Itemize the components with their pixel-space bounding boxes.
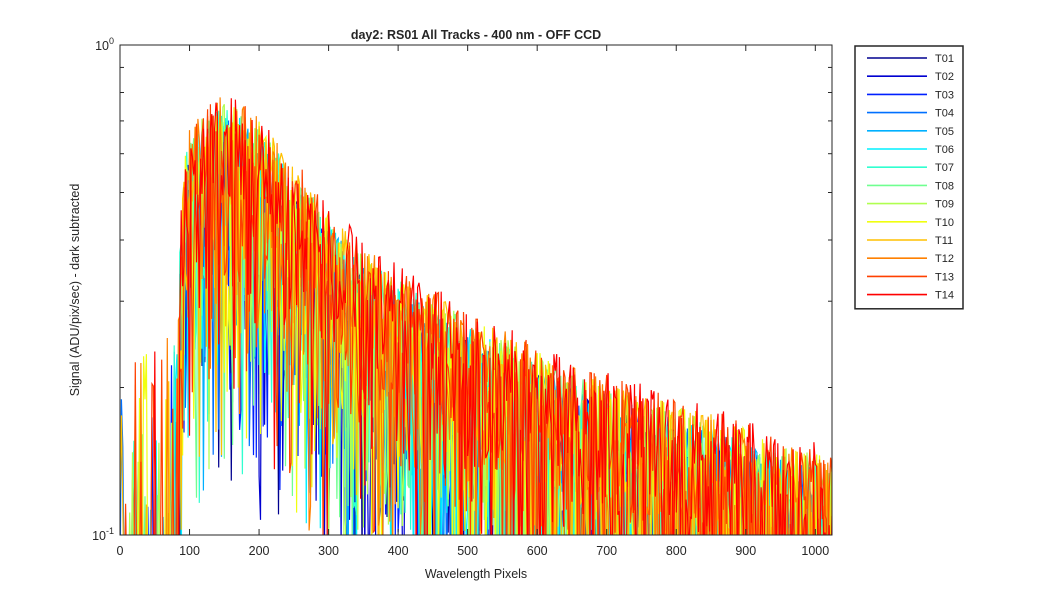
x-tick-label: 0 xyxy=(117,544,124,558)
legend-label-T05: T05 xyxy=(935,126,954,138)
x-tick-label: 100 xyxy=(179,544,200,558)
legend-label-T13: T13 xyxy=(935,271,954,283)
legend-label-T09: T09 xyxy=(935,199,954,211)
legend-label-T03: T03 xyxy=(935,89,954,101)
legend-label-T04: T04 xyxy=(935,108,954,120)
x-tick-label: 500 xyxy=(457,544,478,558)
x-tick-label: 900 xyxy=(735,544,756,558)
axes: 0 100 200 300 400 500 600 700 800 900 1000 100 10-1 xyxy=(92,36,833,558)
legend-label-T08: T08 xyxy=(935,180,954,192)
legend-label-T10: T10 xyxy=(935,217,954,229)
x-axis-label: Wavelength Pixels xyxy=(425,567,527,581)
legend-box xyxy=(854,45,964,310)
legend: T01 T02 T03 T04 T05 T06 T07 T08 T09 T10 T11 T12 T13 T… xyxy=(854,45,964,310)
x-tick-label: 700 xyxy=(596,544,617,558)
plot-lines xyxy=(120,97,832,535)
axes-box xyxy=(119,44,833,536)
legend-label-T07: T07 xyxy=(935,162,954,174)
series-line-T13 xyxy=(124,104,832,535)
x-tick-label: 1000 xyxy=(801,544,829,558)
x-tick-label: 400 xyxy=(388,544,409,558)
legend-label-T11: T11 xyxy=(935,235,953,247)
y-axis-label: Signal (ADU/pix/sec) - dark subtracted xyxy=(68,184,82,397)
legend-label-T14: T14 xyxy=(935,290,954,302)
y-tick-label: 100 xyxy=(95,36,114,53)
x-tick-label: 600 xyxy=(527,544,548,558)
chart-title: day2: RS01 All Tracks - 400 nm - OFF CCD xyxy=(351,28,601,42)
series-line-T14 xyxy=(153,98,832,535)
legend-label-T01: T01 xyxy=(935,53,954,65)
x-tick-label: 200 xyxy=(249,544,270,558)
legend-label-T06: T06 xyxy=(935,144,954,156)
y-tick-label: 10-1 xyxy=(92,526,114,543)
legend-label-T02: T02 xyxy=(935,71,954,83)
legend-label-T12: T12 xyxy=(935,253,954,265)
x-tick-label: 300 xyxy=(318,544,339,558)
x-tick-label: 800 xyxy=(666,544,687,558)
